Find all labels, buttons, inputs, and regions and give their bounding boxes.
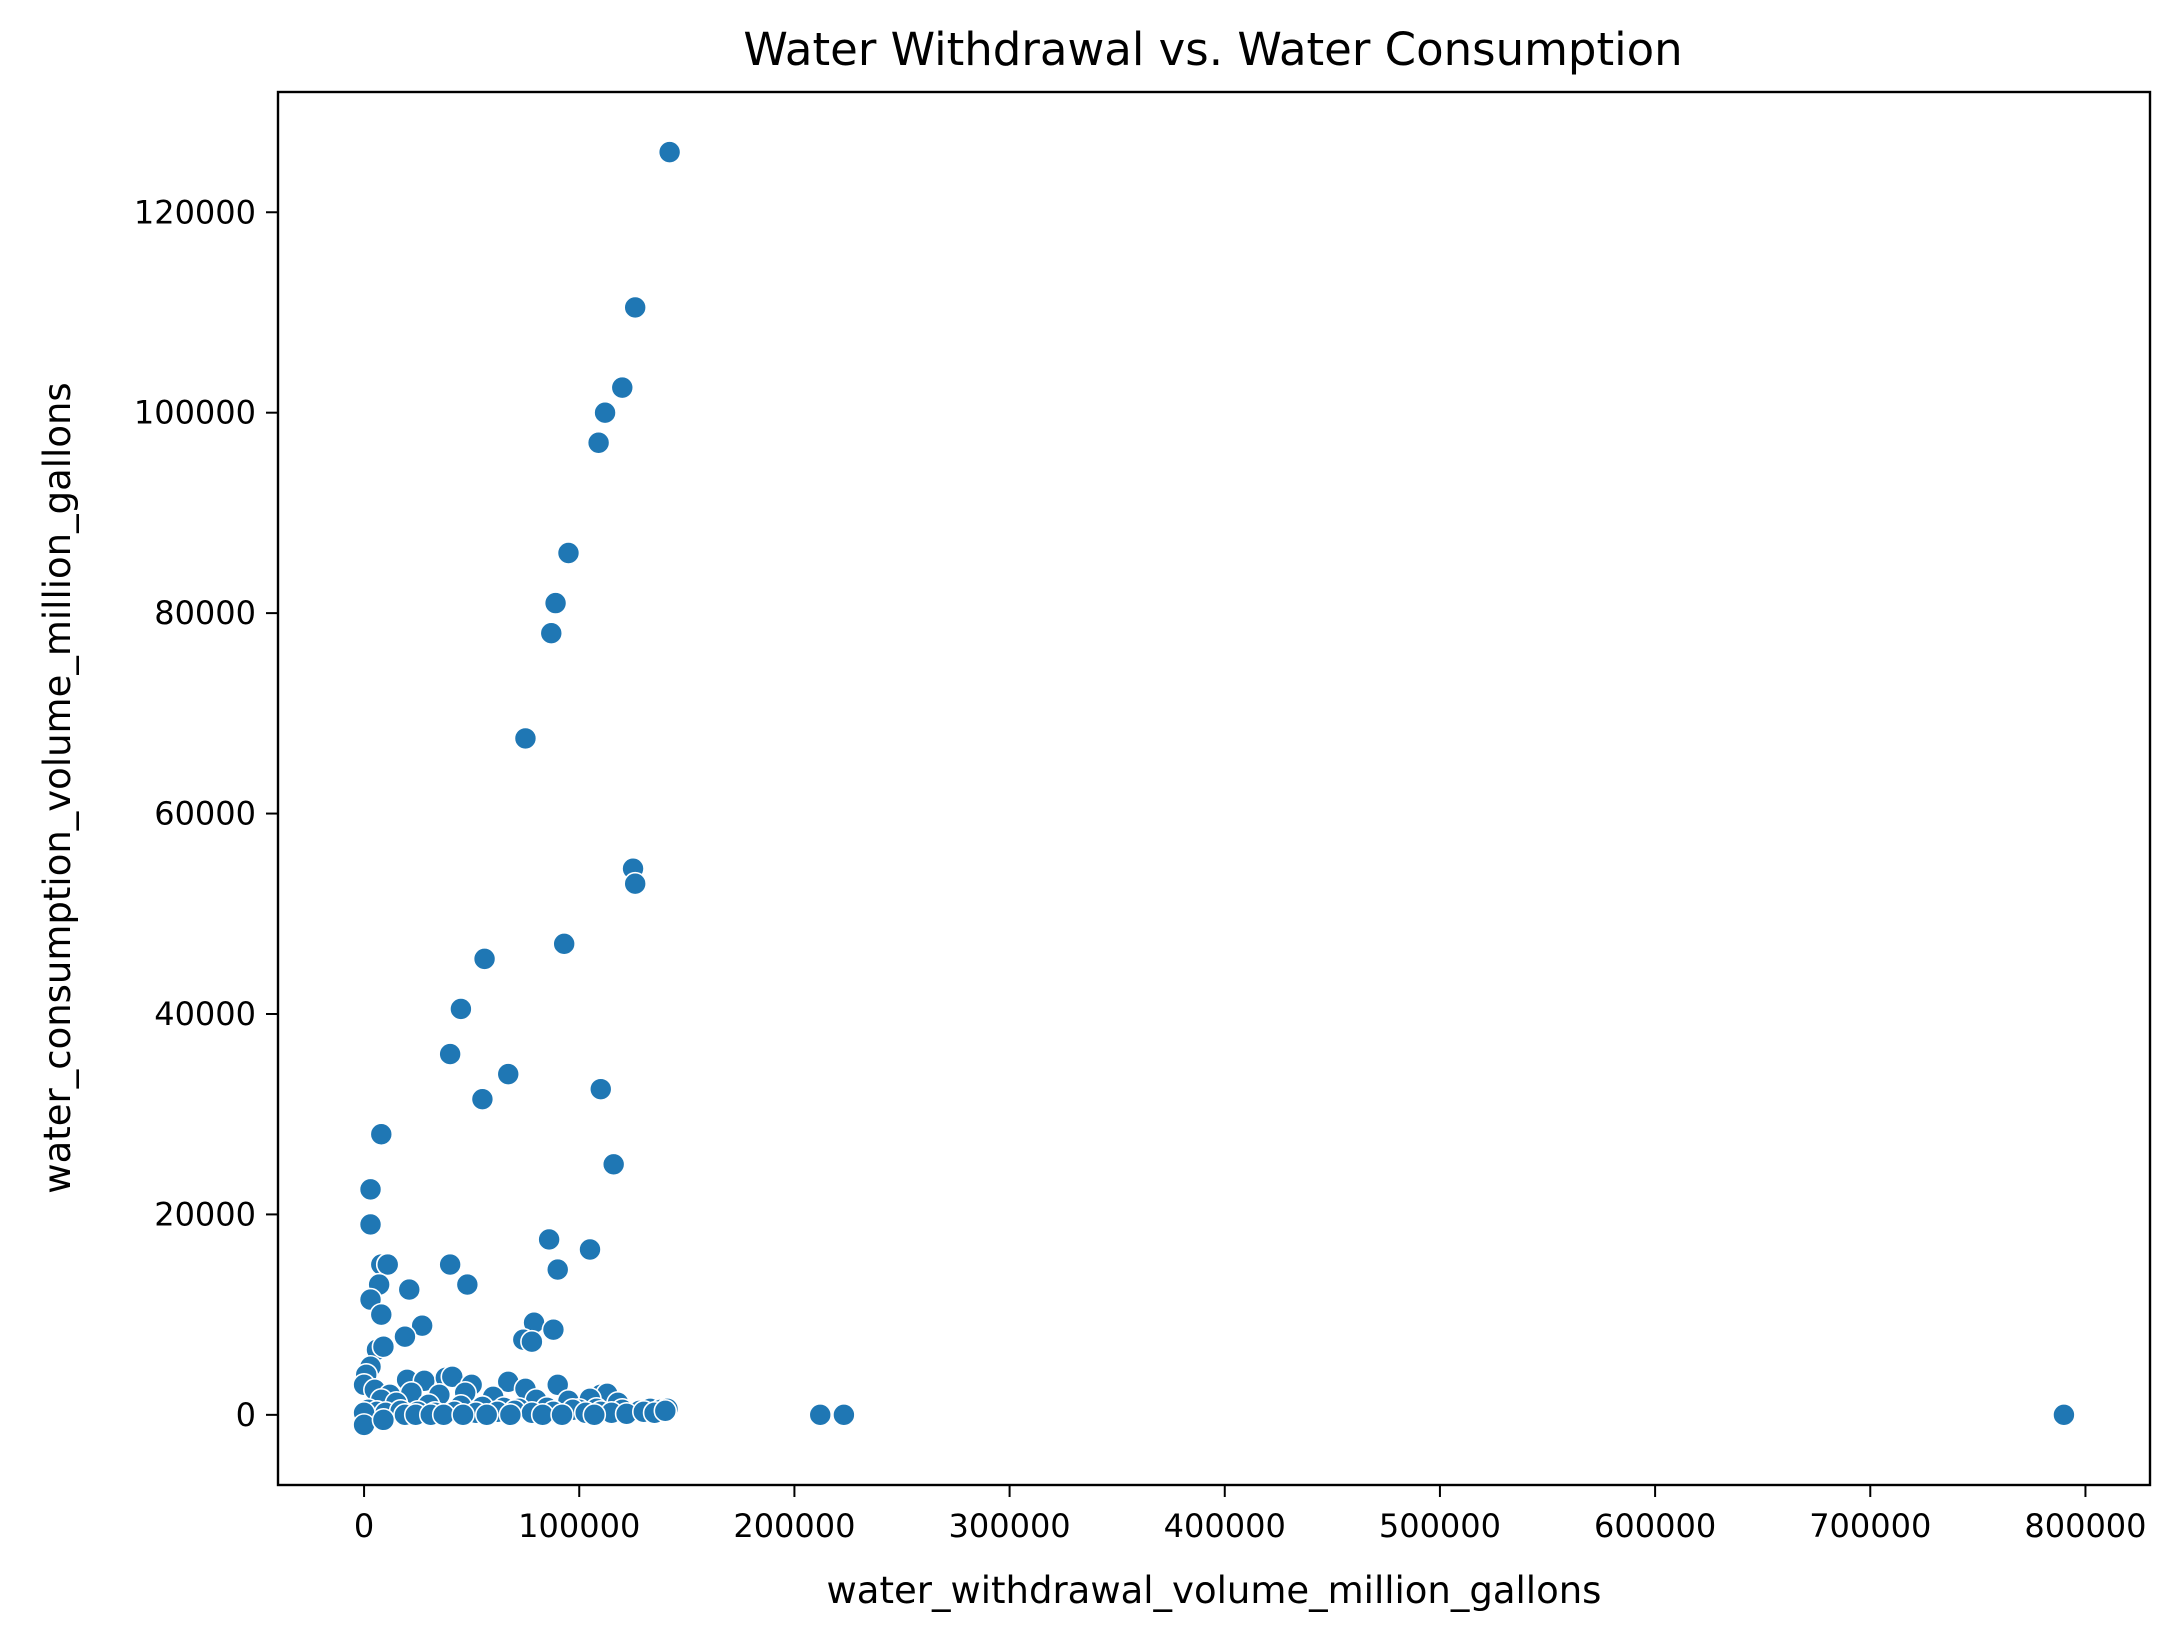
x-tick-label: 300000	[949, 1507, 1071, 1545]
scatter-point	[474, 1403, 499, 1427]
scatter-point	[552, 932, 576, 956]
scatter-point	[371, 1408, 396, 1432]
x-tick-label: 100000	[518, 1507, 640, 1545]
scatter-point	[520, 1329, 544, 1354]
scatter-point	[449, 997, 473, 1021]
scatter-point	[513, 726, 538, 751]
plot-area	[352, 140, 2076, 1437]
scatter-point	[2052, 1403, 2076, 1427]
scatter-point	[556, 541, 581, 565]
scatter-point	[541, 1317, 566, 1342]
scatter-point	[593, 400, 617, 425]
scatter-point	[545, 1257, 570, 1282]
x-tick-label: 400000	[1164, 1507, 1286, 1545]
scatter-point	[543, 591, 568, 615]
scatter-point	[582, 1403, 607, 1427]
y-axis: 0 20000 40000 60000 80000 100000 120000	[134, 193, 278, 1434]
scatter-point	[601, 1152, 626, 1177]
scatter-point	[539, 621, 564, 645]
scatter-point	[586, 430, 611, 455]
scatter-point	[498, 1403, 523, 1427]
y-axis-label: water_consumption_volume_million_gallons	[36, 382, 79, 1193]
scatter-point	[470, 1087, 495, 1111]
scatter-point	[657, 140, 682, 164]
scatter-point	[410, 1313, 434, 1338]
scatter-point	[371, 1334, 396, 1359]
scatter-point	[358, 1212, 383, 1237]
y-tick-label: 80000	[154, 594, 256, 632]
scatter-point	[472, 947, 497, 971]
x-tick-label: 0	[354, 1507, 374, 1545]
scatter-point	[832, 1403, 856, 1427]
scatter-point	[397, 1277, 422, 1302]
y-tick-label: 0	[236, 1396, 256, 1434]
x-axis-label: water_withdrawal_volume_million_gallons	[827, 1569, 1602, 1612]
x-axis: 0 100000 200000 300000 400000 500000 600000 700…	[354, 1485, 2147, 1545]
scatter-point	[438, 1042, 462, 1066]
scatter-point	[451, 1403, 475, 1427]
scatter-point	[369, 1122, 394, 1147]
y-tick-label: 120000	[134, 193, 256, 231]
scatter-point	[375, 1252, 400, 1277]
scatter-point	[496, 1062, 521, 1086]
y-tick-label: 40000	[154, 995, 256, 1033]
scatter-point	[352, 1413, 376, 1437]
x-tick-label: 700000	[1809, 1507, 1931, 1545]
scatter-point	[578, 1237, 602, 1262]
scatter-point	[358, 1177, 383, 1202]
scatter-point	[438, 1252, 462, 1277]
x-tick-label: 500000	[1379, 1507, 1501, 1545]
scatter-point	[610, 375, 635, 400]
y-tick-label: 100000	[134, 394, 256, 432]
scatter-point	[550, 1403, 574, 1427]
y-tick-label: 20000	[154, 1195, 256, 1233]
chart-title: Water Withdrawal vs. Water Consumption	[743, 23, 1682, 76]
scatter-point	[455, 1272, 480, 1297]
scatter-point	[653, 1399, 678, 1423]
scatter-point	[588, 1077, 613, 1101]
x-tick-label: 200000	[733, 1507, 855, 1545]
y-tick-label: 60000	[154, 795, 256, 833]
x-tick-label: 600000	[1594, 1507, 1716, 1545]
x-tick-label: 800000	[2024, 1507, 2146, 1545]
scatter-point	[623, 871, 647, 896]
scatter-point	[537, 1227, 561, 1252]
scatter-point	[393, 1324, 417, 1349]
scatter-point	[623, 295, 647, 320]
scatter-point	[369, 1302, 394, 1327]
scatter-point	[808, 1403, 833, 1427]
plot-frame	[276, 90, 2152, 1487]
